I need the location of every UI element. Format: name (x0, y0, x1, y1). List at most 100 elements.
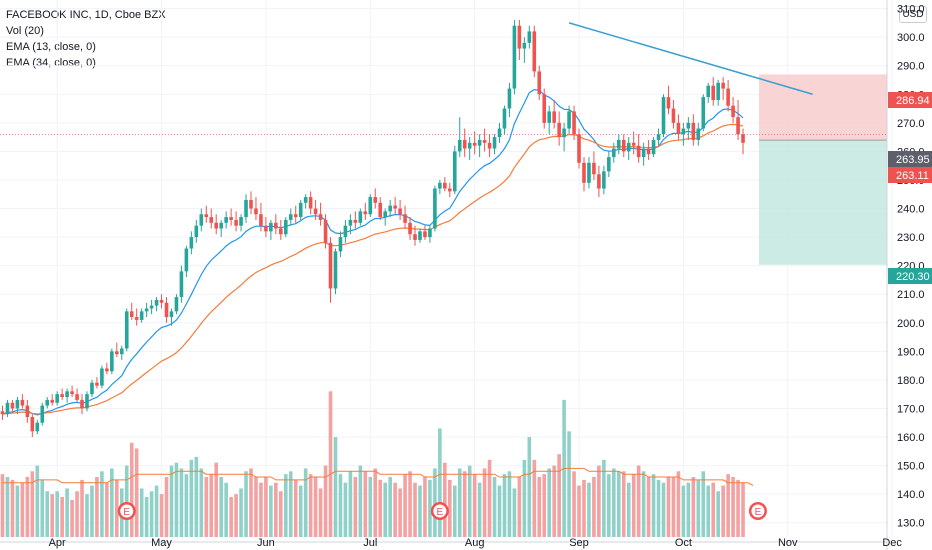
candle (681, 122, 686, 146)
candle-body (482, 139, 487, 143)
candle-body (651, 139, 656, 155)
volume-bar (567, 431, 571, 537)
candle (537, 65, 542, 100)
volume-bar (264, 477, 268, 537)
candle-body (438, 182, 442, 189)
candle (428, 225, 432, 243)
candle-body (209, 217, 214, 223)
candle (607, 151, 611, 178)
candle (179, 265, 184, 303)
volume-bar (323, 465, 328, 537)
candle-body (462, 139, 467, 149)
volume-bar (418, 485, 422, 537)
volume-bar (691, 477, 696, 537)
candle-body (656, 134, 661, 140)
earnings-marker-circle (432, 503, 448, 519)
volume-bar (100, 471, 104, 537)
candle-body (119, 348, 124, 355)
candle (388, 199, 392, 218)
candle (269, 219, 273, 240)
candle-body (65, 391, 69, 398)
volume-bar (572, 471, 576, 537)
candle-body (50, 399, 54, 403)
candle-body (313, 208, 318, 215)
candle (587, 157, 591, 189)
candle-body (721, 82, 725, 89)
candle (174, 294, 179, 315)
candle-body (502, 108, 507, 129)
candle (35, 419, 40, 435)
volume-bar (358, 465, 363, 537)
currency-button[interactable]: USD (899, 6, 927, 23)
candle (413, 225, 417, 246)
candle-body (149, 305, 154, 309)
volume-bar (452, 485, 457, 537)
volume-bar (75, 491, 79, 537)
candle-body (492, 137, 497, 149)
candle-body (452, 151, 457, 192)
candle (487, 134, 492, 158)
candle-body (323, 219, 328, 243)
candle-body (368, 197, 373, 215)
grid (0, 0, 893, 537)
candle-body (184, 248, 189, 272)
candle (119, 345, 124, 360)
candle-body (154, 299, 159, 306)
candle (492, 134, 497, 155)
candle-body (711, 85, 716, 100)
volume-bar (607, 474, 611, 537)
candle-body (194, 225, 199, 238)
candle (80, 394, 84, 415)
volume-bar (313, 477, 318, 537)
volume-bar (462, 471, 467, 537)
candle-body (641, 148, 646, 158)
volume-bar (25, 477, 30, 537)
volume-bar (438, 428, 442, 537)
candle-body (239, 217, 243, 226)
volume-bar (433, 468, 437, 537)
candle-body (616, 139, 621, 149)
candle (507, 82, 512, 118)
price-tick-label: 180.0 (897, 375, 925, 387)
candle-body (169, 311, 174, 318)
volume-bar (492, 477, 497, 537)
price-tick-label: 300.0 (897, 32, 925, 44)
volume-bar (408, 471, 412, 537)
candle (318, 202, 323, 226)
candle (65, 388, 69, 403)
candle (283, 217, 288, 238)
price-tick-label: 200.0 (897, 318, 925, 330)
volume-bar (448, 479, 452, 537)
earnings-marker[interactable]: E (430, 502, 449, 520)
candle-body (512, 25, 517, 89)
candle-body (487, 142, 492, 149)
candle-body (681, 128, 686, 135)
volume-bar (209, 474, 214, 537)
candle (55, 391, 59, 406)
candle-body (129, 311, 134, 318)
volume-bar (214, 462, 219, 537)
volume-bar (636, 465, 641, 537)
candle (85, 391, 89, 412)
volume-bar (472, 474, 477, 537)
candle-body (95, 382, 99, 386)
earnings-marker[interactable]: E (748, 502, 767, 520)
candle-body (139, 311, 144, 320)
candle-body (661, 97, 666, 135)
volume-bar (189, 459, 194, 537)
price-badge-bg (888, 151, 932, 167)
price-badge-text: 263.95 (896, 154, 930, 166)
volume-bar (184, 474, 189, 537)
volume-bar (164, 477, 169, 537)
candle (164, 297, 169, 323)
candle-body (631, 142, 636, 146)
earnings-marker[interactable]: E (117, 502, 136, 520)
candle-body (602, 171, 606, 189)
volume-bar (423, 477, 427, 537)
volume-bar (159, 494, 164, 537)
candle-body (318, 214, 323, 220)
candle (582, 157, 586, 192)
volume-bar (502, 474, 507, 537)
candle (154, 297, 159, 312)
